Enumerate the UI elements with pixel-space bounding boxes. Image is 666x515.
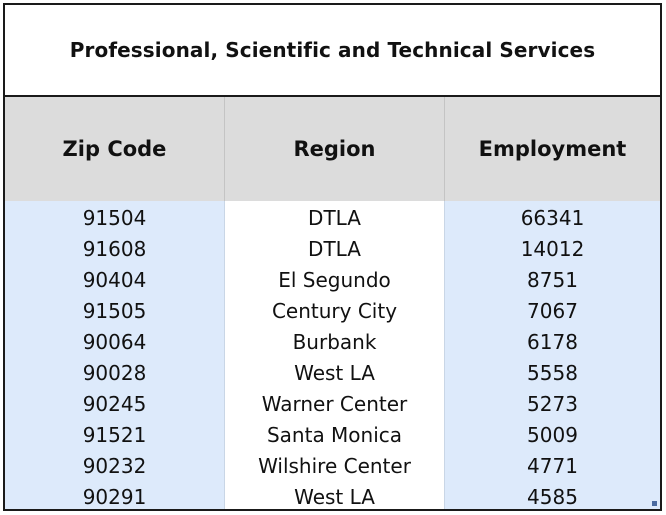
employment-cell: 7067 [527,299,578,323]
table-header-row: Zip Code Region Employment [5,97,660,201]
region-cell: West LA [294,485,375,509]
region-cell: Burbank [292,330,377,354]
zip-code-cell: 91504 [82,206,147,230]
zip-code-cell: 90028 [82,361,147,385]
zip-code-column: 91504 91608 90404 91505 90064 90028 9024… [5,201,225,509]
employment-column: 66341 14012 8751 7067 6178 5558 5273 500… [445,201,660,509]
region-cell: DTLA [308,237,361,261]
header-zip-code: Zip Code [5,97,225,201]
region-column: DTLA DTLA El Segundo Century City Burban… [225,201,445,509]
zip-code-cell: 90245 [82,392,147,416]
region-cell: Warner Center [261,392,408,416]
region-cell: Century City [271,299,398,323]
zip-code-cell: 90064 [82,330,147,354]
employment-cell: 5558 [527,361,578,385]
zip-code-cell: 91521 [82,423,147,447]
employment-cell: 4771 [527,454,578,478]
header-employment: Employment [478,137,627,161]
employment-cell: 5009 [527,423,578,447]
zip-code-cell: 90404 [82,268,147,292]
zip-code-cell: 90232 [82,454,147,478]
region-cell: Santa Monica [266,423,403,447]
table-title-row: Professional, Scientific and Technical S… [5,5,660,97]
zip-code-cell: 91608 [82,237,147,261]
resize-handle-icon[interactable] [652,501,657,506]
zip-code-cell: 91505 [82,299,147,323]
table-title: Professional, Scientific and Technical S… [69,38,596,62]
employment-cell: 6178 [527,330,578,354]
zip-code-cell: 90291 [82,485,147,509]
header-region: Region [225,97,445,201]
table-body: 91504 91608 90404 91505 90064 90028 9024… [5,201,660,509]
region-cell: DTLA [308,206,361,230]
employment-cell: 66341 [520,206,585,230]
region-cell: West LA [294,361,375,385]
employment-cell: 5273 [527,392,578,416]
region-cell: El Segundo [278,268,391,292]
employment-cell: 8751 [527,268,578,292]
employment-cell: 14012 [520,237,585,261]
employment-table: Professional, Scientific and Technical S… [3,3,662,511]
employment-cell: 4585 [527,485,578,509]
region-cell: Wilshire Center [258,454,411,478]
